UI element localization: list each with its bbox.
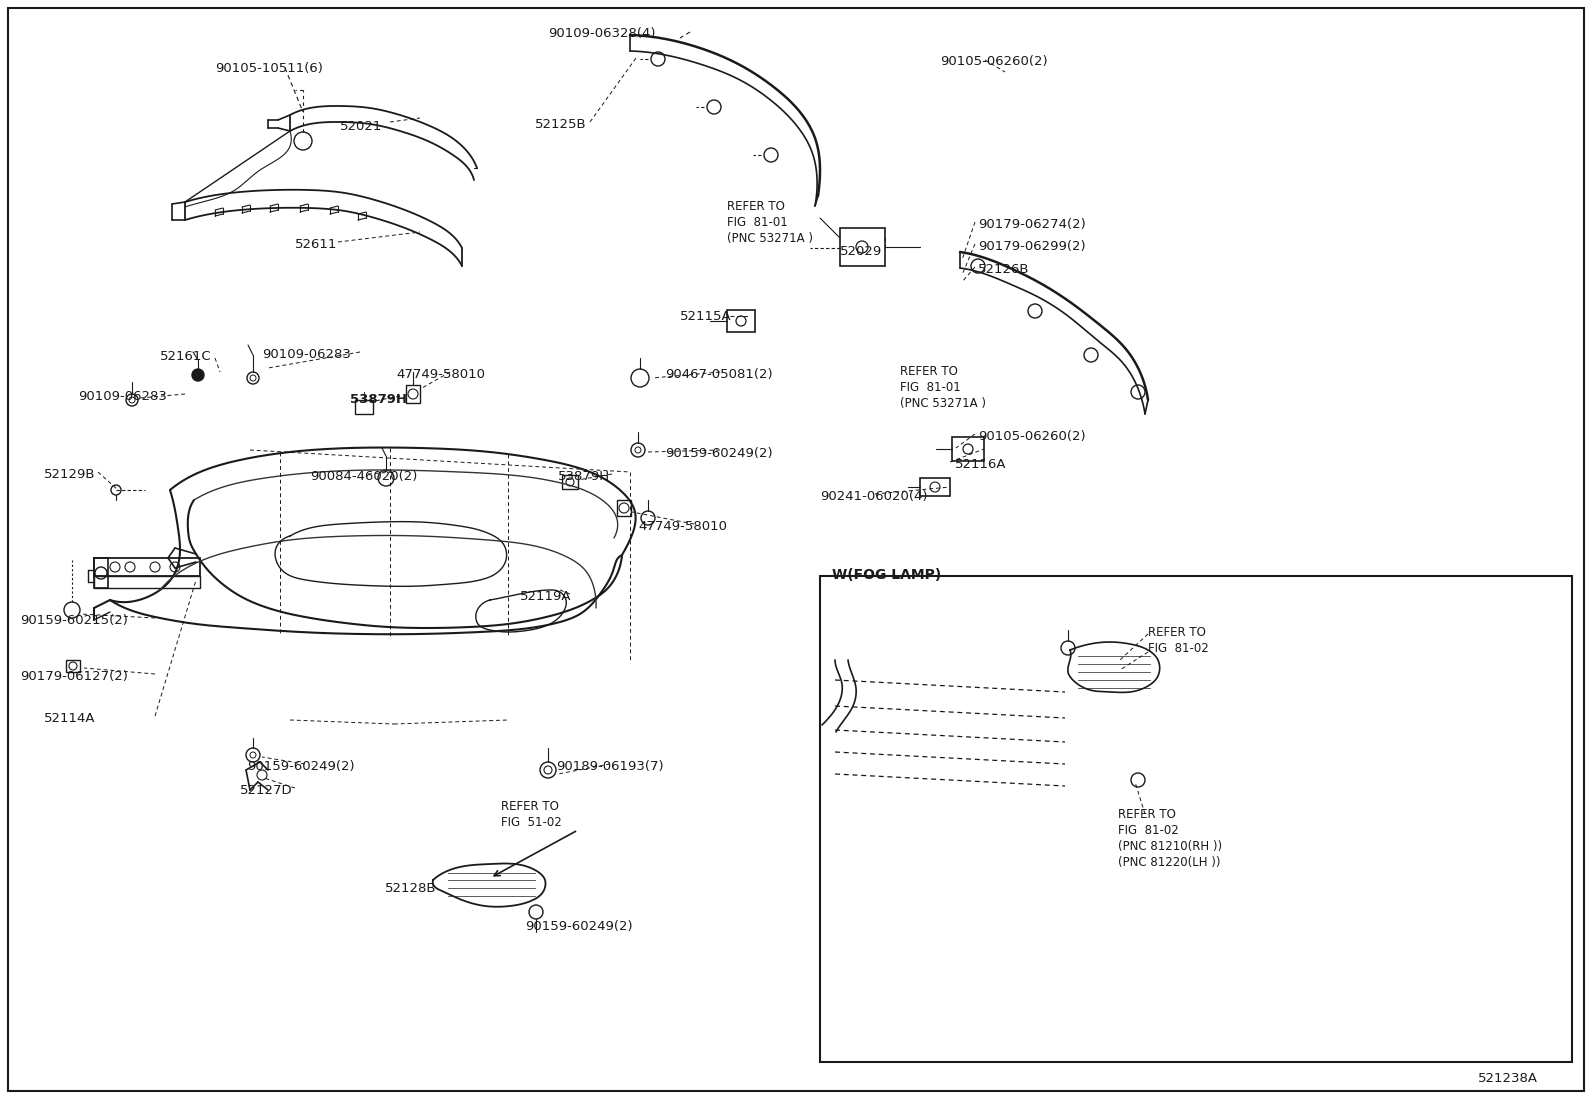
Text: 52129B: 52129B [45, 468, 96, 481]
Text: 52115A: 52115A [680, 310, 732, 323]
Bar [355, 400, 373, 414]
Bar [562, 475, 578, 489]
Text: 52116A: 52116A [955, 458, 1006, 471]
Text: 90105-10511(6): 90105-10511(6) [215, 62, 323, 75]
Text: 90467-05081(2): 90467-05081(2) [665, 368, 772, 381]
Text: REFER TO: REFER TO [501, 800, 559, 813]
Text: 90179-06274(2): 90179-06274(2) [977, 218, 1086, 231]
Text: 52125B: 52125B [535, 118, 586, 131]
Text: 90241-06020(4): 90241-06020(4) [820, 490, 928, 503]
Text: (PNC 81210(RH )): (PNC 81210(RH )) [1118, 840, 1223, 853]
Text: 521238A: 521238A [1477, 1072, 1538, 1085]
Text: FIG  81-01: FIG 81-01 [728, 217, 788, 229]
Bar [920, 478, 950, 496]
Bar [94, 558, 201, 576]
Text: 52127D: 52127D [240, 784, 293, 797]
Bar [841, 227, 885, 266]
Text: REFER TO: REFER TO [1148, 626, 1205, 639]
Text: 90179-06299(2): 90179-06299(2) [977, 240, 1086, 253]
Text: 90159-60249(2): 90159-60249(2) [525, 920, 632, 933]
Text: 52029: 52029 [841, 245, 882, 258]
Text: 90105-06260(2): 90105-06260(2) [939, 55, 1048, 68]
Text: (PNC 81220(LH )): (PNC 81220(LH )) [1118, 856, 1221, 869]
Text: FIG  81-02: FIG 81-02 [1118, 824, 1178, 837]
Bar [406, 385, 420, 403]
Text: 90109-06328(4): 90109-06328(4) [548, 27, 656, 40]
Text: 52114A: 52114A [45, 712, 96, 725]
Text: 90084-46020(2): 90084-46020(2) [310, 470, 417, 482]
Text: 52161C: 52161C [161, 349, 212, 363]
Bar [618, 500, 630, 517]
Text: FIG  81-02: FIG 81-02 [1148, 642, 1208, 655]
Text: 90105-06260(2): 90105-06260(2) [977, 430, 1086, 443]
Text: 53879H: 53879H [350, 393, 408, 406]
Bar [728, 310, 755, 332]
Text: 52119A: 52119A [521, 590, 572, 603]
Text: (PNC 53271A ): (PNC 53271A ) [728, 232, 814, 245]
Bar [94, 558, 108, 588]
Text: 52021: 52021 [341, 120, 382, 133]
Circle shape [193, 369, 204, 381]
Text: (PNC 53271A ): (PNC 53271A ) [899, 397, 985, 410]
Bar [820, 576, 1571, 1062]
Bar [65, 660, 80, 671]
Text: 90109-06283: 90109-06283 [263, 348, 350, 360]
Text: FIG  81-01: FIG 81-01 [899, 381, 960, 395]
Bar [94, 576, 201, 588]
Text: 53879H: 53879H [559, 470, 610, 482]
Text: 52128B: 52128B [385, 882, 436, 895]
Text: 90159-60249(2): 90159-60249(2) [665, 447, 772, 460]
Text: REFER TO: REFER TO [899, 365, 958, 378]
Text: 90189-06193(7): 90189-06193(7) [556, 761, 664, 773]
Text: 47749-58010: 47749-58010 [638, 520, 728, 533]
Text: FIG  51-02: FIG 51-02 [501, 815, 562, 829]
Text: REFER TO: REFER TO [728, 200, 785, 213]
Text: 52126B: 52126B [977, 263, 1030, 276]
Text: 52611: 52611 [295, 238, 338, 251]
Bar [952, 437, 984, 460]
Text: W(FOG LAMP): W(FOG LAMP) [833, 568, 941, 582]
Text: 90159-60215(2): 90159-60215(2) [21, 614, 127, 628]
Text: REFER TO: REFER TO [1118, 808, 1176, 821]
Text: 90109-06283: 90109-06283 [78, 390, 167, 403]
Text: 90179-06127(2): 90179-06127(2) [21, 670, 127, 682]
Text: 90159-60249(2): 90159-60249(2) [247, 761, 355, 773]
Text: 47749-58010: 47749-58010 [396, 368, 486, 381]
